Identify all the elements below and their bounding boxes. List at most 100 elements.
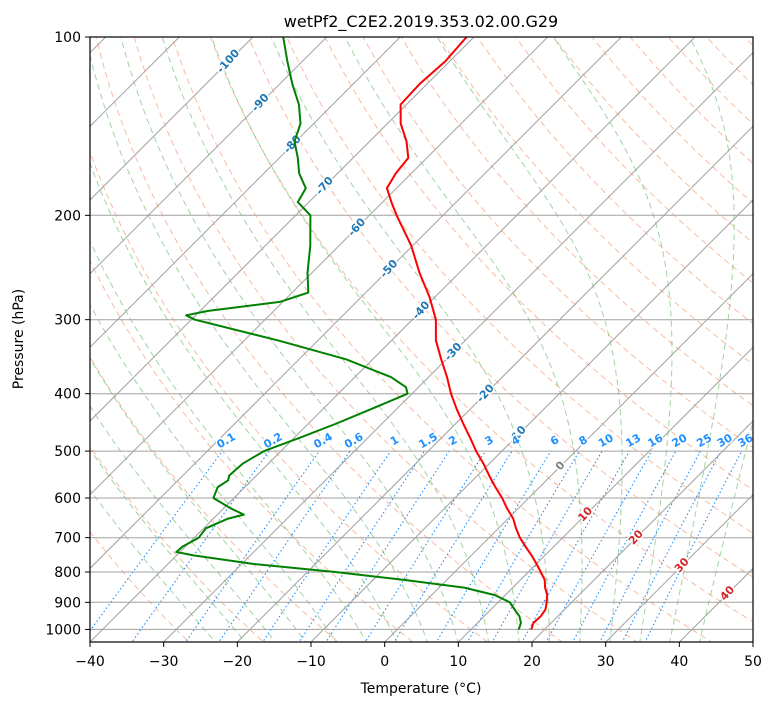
mixing-ratio-line: [545, 450, 653, 642]
moist-adiabats: [90, 37, 753, 642]
moist-adiabat-line: [699, 419, 753, 642]
x-axis-title: Temperature (°C): [360, 681, 482, 697]
dry-adiabat-line: [362, 37, 753, 449]
x-tick-label: −30: [149, 654, 179, 670]
dry-adiabat-line: [400, 37, 753, 407]
isotherm-label-warm: 40: [717, 583, 737, 603]
isotherm-line: [0, 10, 59, 654]
dry-adiabat-line: [438, 37, 753, 366]
x-axis-ticks: −40 −30 −20 −10 0 10 20 30 40 50: [75, 642, 762, 670]
isotherm-line: [90, 37, 475, 422]
mixing-ratio-line: [131, 450, 270, 642]
isotherm-line: [90, 37, 402, 349]
mixing-ratio-label: 13: [623, 431, 643, 450]
dry-adiabat-line: [209, 37, 753, 623]
isotherm-line: [90, 37, 254, 201]
mixing-ratio-label: 16: [645, 431, 665, 450]
mixing-ratio-label: 1: [388, 433, 401, 448]
mixing-ratio-line: [325, 450, 450, 642]
mixing-ratio-line: [466, 450, 580, 642]
dry-adiabat-line: [667, 37, 753, 125]
y-tick-label: 300: [54, 313, 81, 329]
moist-adiabat-line: [161, 37, 490, 642]
dry-adiabat-line: [286, 37, 753, 534]
y-tick-label: 1000: [45, 622, 81, 638]
moist-adiabat-line: [90, 161, 398, 642]
moist-adiabat-line: [552, 37, 673, 642]
dry-adiabat-line: [171, 37, 713, 642]
isotherm-line: [383, 272, 753, 642]
moist-adiabat-line: [90, 448, 246, 642]
isotherm-line: [236, 125, 753, 642]
mixing-ratio-label: 36: [736, 431, 756, 450]
mixing-ratio-line: [262, 450, 392, 642]
dry-adiabat-line: [90, 356, 339, 642]
mixing-ratio-line: [185, 450, 320, 642]
y-axis-title: Pressure (hPa): [11, 289, 27, 389]
mixing-ratio-label: 1.5: [416, 430, 439, 451]
y-tick-label: 200: [54, 208, 81, 224]
mixing-ratio-label: 3: [483, 433, 496, 448]
isotherm-line: [90, 37, 181, 128]
x-tick-label: 50: [744, 654, 762, 670]
isotherm-label-warm: 10: [575, 504, 595, 524]
y-tick-label: 900: [54, 595, 81, 611]
dry-adiabat-line: [591, 37, 753, 204]
y-tick-label: 100: [54, 30, 81, 46]
dry-adiabat-line: [90, 259, 414, 642]
isotherm-line: [310, 199, 753, 642]
moist-adiabat-line: [120, 37, 459, 642]
mixing-ratio-label: 0.1: [214, 430, 237, 451]
y-tick-label: 700: [54, 531, 81, 547]
isotherm-line: [90, 37, 696, 642]
mixing-ratio-label: 8: [577, 433, 590, 448]
dry-adiabat-line: [705, 37, 753, 86]
moist-adiabat-line: [211, 37, 520, 642]
isotherm-line: [531, 420, 753, 642]
temperature-profile-line: [385, 37, 549, 630]
moist-adiabat-line: [270, 37, 550, 642]
dry-adiabat-line: [553, 37, 753, 244]
dry-adiabat-line: [90, 445, 265, 642]
plot-area: -100-100-90-90-80-80-70-70-60-60-50-50-4…: [0, 10, 775, 654]
isotherm-line: [457, 346, 753, 642]
x-tick-label: 30: [597, 654, 615, 670]
x-tick-label: 10: [449, 654, 467, 670]
y-tick-label: 500: [54, 444, 81, 460]
grid-line-labels: -100-100-90-90-80-80-70-70-60-60-50-50-4…: [213, 45, 756, 605]
dry-adiabats: [90, 24, 775, 654]
mixing-ratio-label: 30: [715, 431, 735, 450]
moist-adiabat-line: [90, 357, 306, 642]
mixing-ratio-line: [218, 450, 351, 642]
isotherm-line: [162, 51, 753, 642]
isotherm-label: -100: [214, 46, 242, 75]
mixing-ratio-label: 20: [670, 431, 690, 450]
isotherm-line: [90, 37, 549, 496]
mixing-ratio-label: 10: [596, 431, 616, 450]
dry-adiabat-line: [90, 531, 190, 642]
mixing-ratio-label: 25: [694, 431, 714, 450]
mixing-ratio-line: [298, 450, 425, 642]
mixing-ratio-lines: [90, 450, 743, 642]
moist-adiabat-line: [669, 37, 735, 642]
chart-title: wetPf2_C2E2.2019.353.02.00.G29: [284, 12, 558, 32]
dry-adiabat-line: [95, 37, 564, 642]
y-tick-label: 600: [54, 491, 81, 507]
mixing-ratio-line: [621, 450, 722, 642]
isotherm-line: [752, 641, 753, 642]
isotherm-line: [90, 37, 328, 275]
isotherm-line: [90, 37, 623, 570]
plot-frame: [89, 36, 754, 643]
dewpoint-profile-line: [175, 37, 522, 630]
y-tick-label: 400: [54, 387, 81, 403]
moist-adiabat-line: [344, 37, 583, 642]
dry-adiabat-line: [133, 37, 638, 642]
isotherms: [0, 10, 753, 654]
x-tick-label: 20: [523, 654, 541, 670]
x-tick-label: −20: [223, 654, 253, 670]
isobars: [90, 37, 753, 630]
moist-adiabat-line: [90, 239, 367, 642]
mixing-ratio-line: [491, 450, 603, 642]
dry-adiabat-line: [770, 24, 775, 654]
